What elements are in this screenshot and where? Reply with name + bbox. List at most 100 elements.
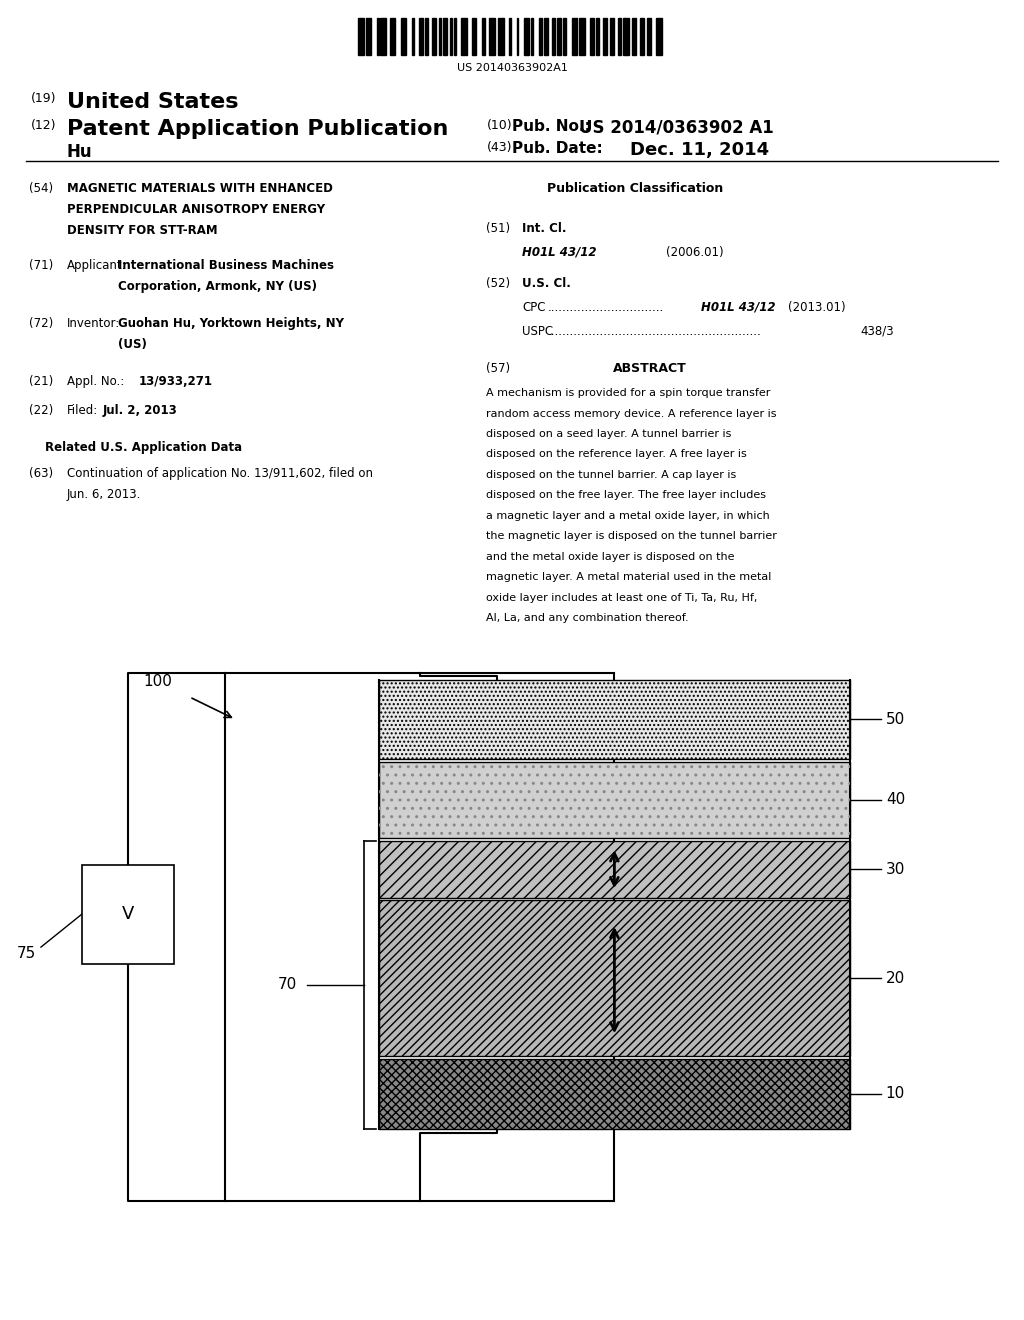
Text: Filed:: Filed:: [67, 404, 98, 417]
Text: (63): (63): [29, 467, 53, 480]
Text: Guohan Hu, Yorktown Heights, NY: Guohan Hu, Yorktown Heights, NY: [118, 317, 344, 330]
Bar: [531, 18, 534, 55]
Text: Pub. No.:: Pub. No.:: [512, 119, 591, 133]
Text: US 2014/0363902 A1: US 2014/0363902 A1: [579, 119, 773, 137]
Text: disposed on the free layer. The free layer includes: disposed on the free layer. The free lay…: [486, 491, 766, 500]
Bar: [562, 18, 566, 55]
Bar: [379, 900, 850, 1056]
Text: Applicant:: Applicant:: [67, 259, 126, 272]
Text: 70: 70: [278, 977, 297, 993]
Bar: [379, 841, 850, 898]
Text: Jun. 6, 2013.: Jun. 6, 2013.: [67, 488, 141, 502]
Bar: [366, 18, 372, 55]
Text: (21): (21): [29, 375, 53, 388]
Text: .........................................................: ........................................…: [548, 325, 762, 338]
Text: Continuation of application No. 13/911,602, filed on: Continuation of application No. 13/911,6…: [67, 467, 373, 480]
Text: 75: 75: [16, 946, 36, 961]
Text: 40: 40: [886, 792, 905, 808]
Bar: [539, 18, 543, 55]
Text: 50: 50: [886, 711, 905, 727]
Bar: [557, 18, 561, 55]
Text: ABSTRACT: ABSTRACT: [613, 362, 687, 375]
Text: Related U.S. Application Data: Related U.S. Application Data: [45, 441, 242, 454]
Bar: [432, 18, 435, 55]
Text: disposed on the tunnel barrier. A cap layer is: disposed on the tunnel barrier. A cap la…: [486, 470, 736, 480]
Bar: [379, 762, 850, 838]
Bar: [379, 762, 850, 838]
Text: disposed on the reference layer. A free layer is: disposed on the reference layer. A free …: [486, 450, 748, 459]
Bar: [462, 18, 467, 55]
Text: (2013.01): (2013.01): [788, 301, 846, 314]
Bar: [400, 18, 407, 55]
Bar: [516, 18, 518, 55]
Text: H01L 43/12: H01L 43/12: [522, 246, 597, 259]
Bar: [390, 18, 395, 55]
Text: Appl. No.:: Appl. No.:: [67, 375, 124, 388]
Text: 100: 100: [143, 675, 172, 689]
Text: Patent Application Publication: Patent Application Publication: [67, 119, 447, 139]
Bar: [617, 18, 622, 55]
Text: (43): (43): [486, 141, 512, 154]
Bar: [425, 18, 428, 55]
Bar: [610, 18, 614, 55]
Bar: [509, 18, 511, 55]
Bar: [640, 18, 643, 55]
Bar: [596, 18, 599, 55]
Text: (72): (72): [29, 317, 53, 330]
Text: (19): (19): [31, 92, 56, 106]
Bar: [580, 18, 585, 55]
Bar: [656, 18, 662, 55]
Bar: [571, 18, 578, 55]
Text: 30: 30: [886, 862, 905, 876]
Bar: [439, 18, 441, 55]
Text: International Business Machines: International Business Machines: [118, 259, 334, 272]
Text: US 20140363902A1: US 20140363902A1: [457, 63, 567, 74]
Bar: [590, 18, 594, 55]
Bar: [379, 680, 850, 759]
Text: PERPENDICULAR ANISOTROPY ENERGY: PERPENDICULAR ANISOTROPY ENERGY: [67, 203, 325, 216]
Text: Al, La, and any combination thereof.: Al, La, and any combination thereof.: [486, 614, 689, 623]
Bar: [82, 865, 174, 964]
Bar: [379, 1059, 850, 1129]
Text: (51): (51): [486, 222, 511, 235]
Text: CPC: CPC: [522, 301, 546, 314]
Text: (71): (71): [29, 259, 53, 272]
Bar: [544, 18, 548, 55]
Text: Hu: Hu: [67, 143, 92, 161]
Text: U.S. Cl.: U.S. Cl.: [522, 277, 571, 290]
Text: Inventor:: Inventor:: [67, 317, 120, 330]
Bar: [454, 18, 456, 55]
Text: MAGNETIC MATERIALS WITH ENHANCED: MAGNETIC MATERIALS WITH ENHANCED: [67, 182, 333, 195]
Bar: [358, 18, 364, 55]
Text: (22): (22): [29, 404, 53, 417]
Text: USPC: USPC: [522, 325, 553, 338]
Text: (10): (10): [486, 119, 512, 132]
Bar: [647, 18, 651, 55]
Text: disposed on a seed layer. A tunnel barrier is: disposed on a seed layer. A tunnel barri…: [486, 429, 732, 440]
Bar: [379, 680, 850, 759]
Text: the magnetic layer is disposed on the tunnel barrier: the magnetic layer is disposed on the tu…: [486, 532, 777, 541]
Text: V: V: [122, 906, 134, 923]
Bar: [377, 18, 379, 55]
Text: 438/3: 438/3: [860, 325, 894, 338]
Text: random access memory device. A reference layer is: random access memory device. A reference…: [486, 409, 777, 418]
Bar: [381, 18, 386, 55]
Bar: [481, 18, 485, 55]
Text: Pub. Date:: Pub. Date:: [512, 141, 603, 156]
Text: 20: 20: [886, 970, 905, 986]
Bar: [412, 18, 414, 55]
Bar: [489, 18, 495, 55]
Text: (52): (52): [486, 277, 511, 290]
Text: (54): (54): [29, 182, 53, 195]
Bar: [603, 18, 607, 55]
Text: H01L 43/12: H01L 43/12: [701, 301, 776, 314]
Bar: [419, 18, 423, 55]
Text: ...............................: ...............................: [548, 301, 665, 314]
Bar: [624, 18, 629, 55]
Text: DENSITY FOR STT-RAM: DENSITY FOR STT-RAM: [67, 224, 217, 238]
Bar: [552, 18, 555, 55]
Text: Corporation, Armonk, NY (US): Corporation, Armonk, NY (US): [118, 280, 316, 293]
Text: a magnetic layer and a metal oxide layer, in which: a magnetic layer and a metal oxide layer…: [486, 511, 770, 521]
Text: Int. Cl.: Int. Cl.: [522, 222, 566, 235]
Text: Publication Classification: Publication Classification: [547, 182, 723, 195]
